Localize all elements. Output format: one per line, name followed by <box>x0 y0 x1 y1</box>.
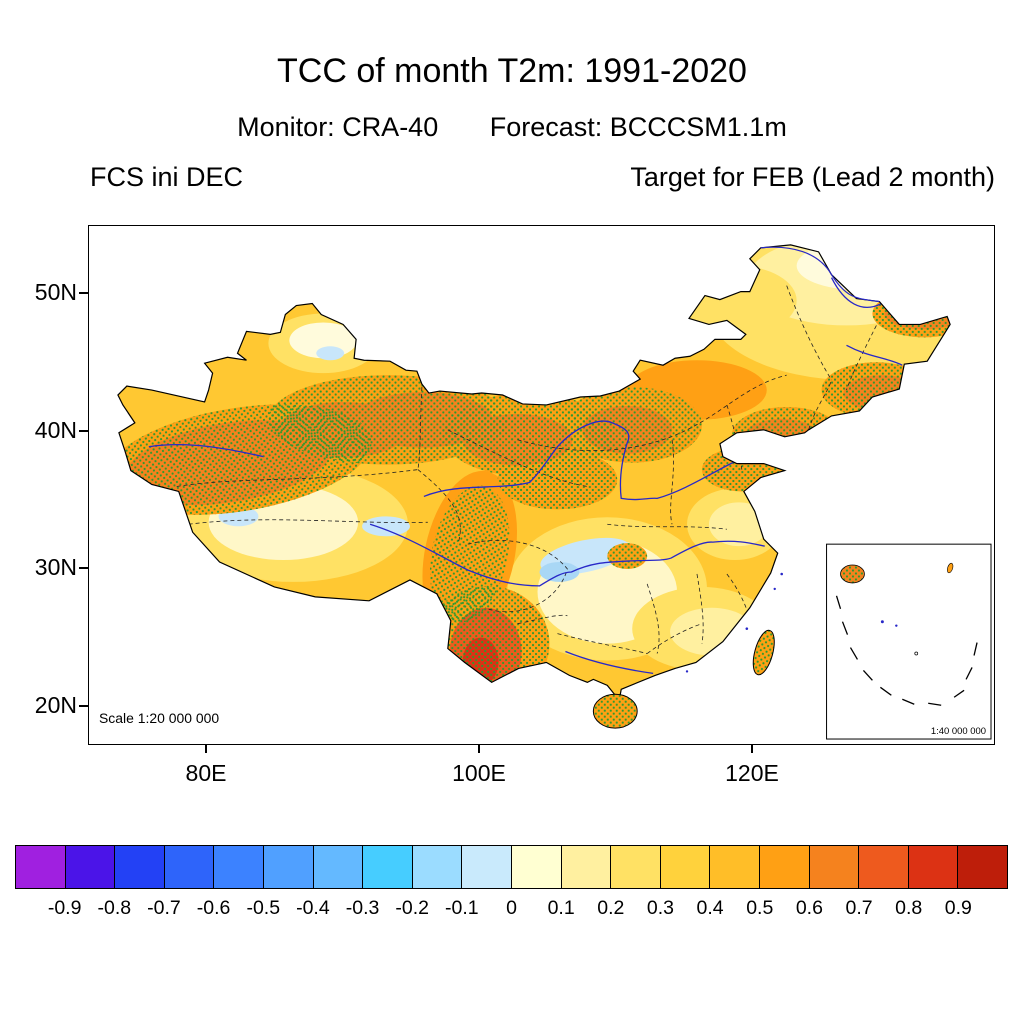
nine-dash-line <box>835 595 978 706</box>
colorbar-tick-label: -0.7 <box>147 897 181 919</box>
y-axis-tick <box>79 430 88 432</box>
x-axis-label: 80E <box>185 760 227 786</box>
rivers <box>148 277 903 675</box>
x-axis-label: 120E <box>725 760 779 786</box>
colorbar-cell <box>214 846 264 888</box>
colorbar-cell <box>462 846 512 888</box>
scs-inset: 1:40 000 000 <box>826 543 992 740</box>
colorbar-cell <box>759 846 810 888</box>
colorbar-tick-label: 0.3 <box>646 897 674 919</box>
colorbar-cell <box>511 846 562 888</box>
subtitle-row: Monitor: CRA-40 Forecast: BCCCSM1.1m <box>0 112 1024 143</box>
y-axis-tick <box>79 292 88 294</box>
target-label: Target for FEB (Lead 2 month) <box>630 162 995 192</box>
colorbar-tick-label: -0.6 <box>196 897 231 919</box>
y-axis-tick <box>79 567 88 569</box>
inset-taiwan <box>947 562 954 574</box>
colorbar-cell <box>412 846 463 888</box>
colorbar-tick-label: -0.1 <box>445 897 479 919</box>
inset-islets <box>880 620 919 656</box>
plot-wrap: 1:40 000 000 Scale 1:20 000 000 80E 100E 1… <box>35 225 995 786</box>
inset-hainan <box>840 564 865 584</box>
monitor-label: Monitor: CRA-40 <box>237 112 439 142</box>
colorbar-cell <box>115 846 165 888</box>
colorbar-tick-label: 0.9 <box>944 897 972 919</box>
colorbar-cell <box>710 846 760 888</box>
colorbar-tick-label: 0.2 <box>597 897 625 919</box>
colorbar-tick-label: -0.2 <box>395 897 429 919</box>
colorbar-cell <box>16 846 66 888</box>
x-axis-tick <box>478 744 480 753</box>
hainan-island <box>592 693 638 729</box>
x-axis-tick <box>751 744 753 753</box>
colorbar-tick-label: -0.3 <box>345 897 380 919</box>
colorbar-labels: -0.9 -0.8 -0.7 -0.6 -0.5 -0.4 -0.3 -0.2 -0.1 0 0.1… <box>15 889 1008 919</box>
colorbar-cell <box>611 846 661 888</box>
forecast-label: Forecast: BCCCSM1.1m <box>489 112 787 142</box>
y-axis-label: 50N <box>34 279 77 305</box>
taiwan-island <box>752 629 775 676</box>
colorbar-tick-label: 0.4 <box>696 897 724 919</box>
colorbar-cell <box>660 846 711 888</box>
colorbar-tick-label: 0.5 <box>746 897 774 919</box>
init-label: FCS ini DEC <box>90 162 244 192</box>
colorbar-cell <box>958 846 1007 888</box>
colorbar-tick-label: -0.8 <box>97 897 132 919</box>
colorbar-cell <box>65 846 116 888</box>
colorbar-cell <box>263 846 314 888</box>
colorbar-tick-label: 0.6 <box>795 897 823 919</box>
colorbar-cell <box>809 846 860 888</box>
y-axis-label: 30N <box>34 554 77 580</box>
x-axis-label: 100E <box>452 760 506 786</box>
colorbar-tick-label: -0.5 <box>246 897 281 919</box>
colorbar-tick-label: 0 <box>506 897 517 919</box>
map-scale-label: Scale 1:20 000 000 <box>99 710 219 726</box>
colorbar-cell <box>363 846 413 888</box>
colorbar-cell <box>859 846 909 888</box>
colorbar-tick-label: -0.9 <box>47 897 82 919</box>
y-axis-label: 20N <box>34 692 77 718</box>
map-svg: 1:40 000 000 Scale 1:20 000 000 <box>99 244 992 740</box>
colorbar-cell <box>908 846 959 888</box>
coastal-islets <box>685 572 783 673</box>
y-axis-tick <box>79 705 88 707</box>
colorbar-cell <box>561 846 612 888</box>
colorbar-cell <box>313 846 364 888</box>
page-title: TCC of month T2m: 1991-2020 <box>277 52 747 90</box>
x-axis-tick <box>205 744 207 753</box>
colorbar-cells <box>15 845 1008 889</box>
colorbar: -0.9 -0.8 -0.7 -0.6 -0.5 -0.4 -0.3 -0.2 -0.1 0 0.1… <box>15 845 1008 919</box>
inset-scale-label: 1:40 000 000 <box>931 726 986 737</box>
colorbar-tick-label: -0.4 <box>296 897 330 919</box>
colorbar-tick-label: 0.7 <box>845 897 873 919</box>
china-outline <box>117 244 951 702</box>
y-axis-label: 40N <box>34 417 77 443</box>
colorbar-tick-label: 0.1 <box>547 897 575 919</box>
amur-border-river <box>760 246 880 303</box>
colorbar-cell <box>164 846 215 888</box>
colorbar-tick-label: 0.8 <box>895 897 923 919</box>
